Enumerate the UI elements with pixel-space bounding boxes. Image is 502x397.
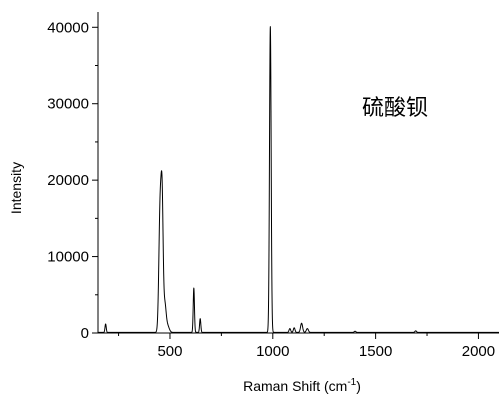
- x-tick-label: 1000: [256, 343, 289, 360]
- y-tick-label: 30000: [47, 96, 89, 113]
- x-axis-title-superscript: -1: [347, 377, 356, 388]
- x-axis-title-main: Raman Shift (cm: [243, 378, 347, 394]
- x-tick-label: 1500: [359, 343, 392, 360]
- y-axis-title: Intensity: [8, 162, 24, 214]
- series-layer: [97, 26, 500, 333]
- compound-annotation: 硫酸钡: [362, 96, 428, 121]
- x-ticks: 500 1000 1500 2000: [118, 333, 495, 360]
- spectrum-series-line: [97, 26, 500, 333]
- y-tick-label: 40000: [47, 19, 89, 36]
- x-tick-label: 500: [157, 343, 182, 360]
- y-tick-label: 0: [81, 325, 89, 342]
- y-tick-label: 10000: [47, 249, 89, 266]
- x-axis-title: Raman Shift (cm-1): [243, 377, 361, 394]
- x-axis-title-close: ): [356, 378, 361, 394]
- x-tick-label: 2000: [462, 343, 495, 360]
- y-tick-label: 20000: [47, 172, 89, 189]
- y-ticks: 0 10000 20000 30000 40000: [47, 19, 98, 342]
